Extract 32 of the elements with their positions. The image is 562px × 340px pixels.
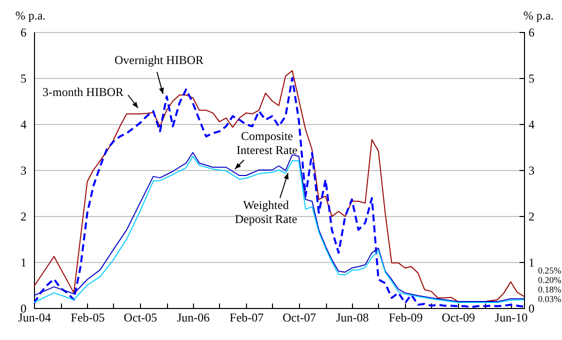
y2-tick-label: 5 <box>528 72 534 86</box>
series-label: Weighted Deposit Rate <box>234 198 298 226</box>
x-tick-label: Jun-10 <box>494 310 528 324</box>
y2-tick-label: 2 <box>528 210 534 224</box>
x-tick-label: Jun-06 <box>177 310 210 324</box>
x-tick-label: Oct-05 <box>124 310 158 324</box>
y2-tick-label: 4 <box>528 118 534 132</box>
text: 0.03% <box>538 294 562 304</box>
series-label: 3-month HIBOR <box>42 85 124 99</box>
text: Overnight HIBOR <box>114 53 204 67</box>
y-tick-label: 5 <box>20 72 26 86</box>
x-tick-label: Feb-09 <box>388 310 423 324</box>
x-tick-label: Feb-05 <box>70 310 105 324</box>
y-tick-label: 2 <box>20 210 26 224</box>
y2-tick-label: 3 <box>528 164 534 178</box>
x-tick-label: Jun-08 <box>336 310 369 324</box>
y-tick-label: 3 <box>20 164 26 178</box>
y-axis-title: % p.a. <box>15 8 46 22</box>
y-tick-label: 1 <box>20 256 26 270</box>
x-tick-label: Feb-07 <box>230 310 264 324</box>
y2-axis-title: % p.a. <box>523 8 554 22</box>
text: 0.18% <box>538 284 562 294</box>
y2-tick-label: 6 <box>528 26 534 40</box>
text: 0.20% <box>538 275 562 285</box>
y-tick-label: 6 <box>20 26 26 40</box>
x-tick-label: Oct-09 <box>442 310 476 324</box>
y-tick-label: 4 <box>20 118 26 132</box>
y2-tick-label: 1 <box>528 256 534 270</box>
text: 0.25% <box>538 266 562 276</box>
x-tick-label: Oct-07 <box>282 310 316 324</box>
series-label: Composite Interest Rate <box>236 129 298 157</box>
y2-tick-label: 0 <box>528 302 534 316</box>
